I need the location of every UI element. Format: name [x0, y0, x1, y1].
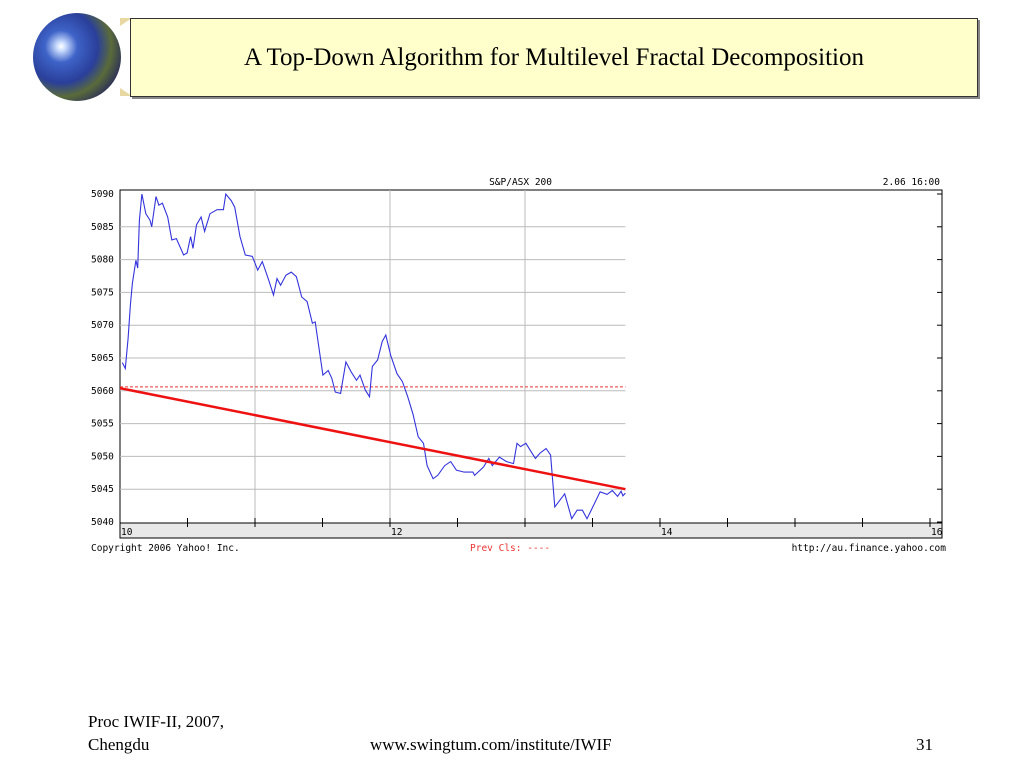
x-tick-label: 10 — [121, 527, 133, 538]
x-tick-label: 16 — [931, 527, 943, 538]
y-tick-label: 5075 — [91, 287, 114, 298]
y-tick-label: 5085 — [91, 222, 114, 233]
y-tick-label: 5055 — [91, 419, 114, 430]
price-series-line — [121, 192, 626, 521]
x-tick-label: 12 — [391, 527, 402, 538]
footer-city: Chengdu — [88, 735, 150, 754]
title-box: A Top-Down Algorithm for Multilevel Frac… — [130, 18, 978, 97]
prev-close-legend: Prev Cls: ---- — [470, 543, 550, 554]
x-tick-label: 14 — [661, 527, 673, 538]
y-tick-label: 5060 — [91, 386, 114, 397]
copyright-text: Copyright 2006 Yahoo! Inc. — [91, 543, 240, 554]
y-tick-label: 5070 — [91, 320, 114, 331]
y-tick-label: 5090 — [91, 189, 114, 200]
footer-conference: Proc IWIF-II, 2007, — [88, 712, 224, 731]
y-tick-label: 5045 — [91, 484, 114, 495]
x-axis-band — [119, 522, 943, 539]
globe-icon — [33, 13, 121, 101]
title-tab-decoration — [120, 18, 132, 26]
plot-area — [119, 189, 943, 524]
y-tick-label: 5050 — [91, 451, 114, 462]
chart-timestamp: 2.06 16:00 — [883, 177, 940, 188]
footer-url: www.swingtum.com/institute/IWIF — [370, 735, 612, 754]
chart-title: S&P/ASX 200 — [489, 177, 552, 188]
source-url: http://au.finance.yahoo.com — [792, 543, 947, 554]
page-number: 31 — [916, 735, 933, 754]
y-tick-label: 5080 — [91, 255, 114, 266]
y-tick-label: 5065 — [91, 353, 114, 364]
title-tab-decoration — [120, 88, 132, 96]
trend-line — [119, 386, 626, 491]
slide-title: A Top-Down Algorithm for Multilevel Frac… — [244, 43, 864, 71]
y-tick-label: 5040 — [91, 517, 114, 528]
